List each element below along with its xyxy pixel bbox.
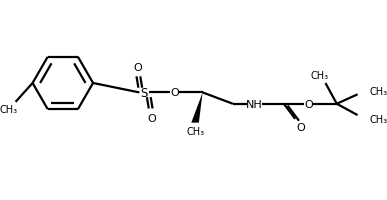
Text: NH: NH — [246, 99, 263, 109]
Text: O: O — [133, 63, 142, 73]
Text: CH₃: CH₃ — [186, 127, 204, 136]
Text: CH₃: CH₃ — [370, 86, 387, 96]
Text: CH₃: CH₃ — [370, 114, 387, 124]
Text: O: O — [304, 99, 313, 109]
Text: O: O — [170, 88, 179, 98]
Text: O: O — [296, 123, 305, 133]
Text: CH₃: CH₃ — [311, 71, 329, 81]
Text: O: O — [147, 113, 156, 123]
Text: CH₃: CH₃ — [0, 105, 18, 115]
Text: S: S — [140, 86, 148, 99]
Polygon shape — [191, 93, 203, 123]
